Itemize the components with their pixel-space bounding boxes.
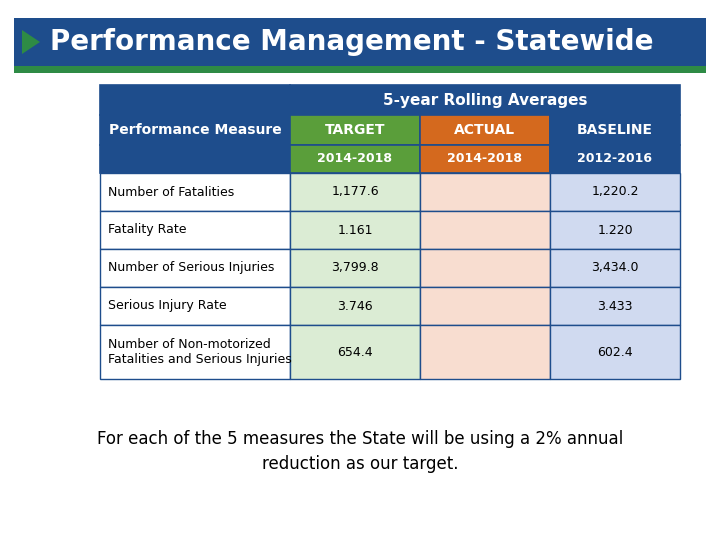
- Text: ACTUAL: ACTUAL: [454, 123, 516, 137]
- Bar: [420, 145, 550, 173]
- Text: 3,799.8: 3,799.8: [331, 261, 379, 274]
- Bar: [14, 18, 706, 66]
- Text: 3,434.0: 3,434.0: [591, 261, 639, 274]
- Text: Number of Serious Injuries: Number of Serious Injuries: [108, 261, 274, 274]
- Bar: [420, 287, 550, 325]
- Text: 2014-2018: 2014-2018: [318, 152, 392, 165]
- Bar: [290, 173, 420, 211]
- Bar: [420, 249, 550, 287]
- Bar: [14, 66, 706, 73]
- Text: 1,220.2: 1,220.2: [591, 186, 639, 199]
- Bar: [420, 211, 550, 249]
- Text: BASELINE: BASELINE: [577, 123, 653, 137]
- Polygon shape: [22, 30, 40, 54]
- Bar: [290, 249, 420, 287]
- Text: TARGET: TARGET: [325, 123, 385, 137]
- Bar: [100, 115, 290, 145]
- Bar: [290, 325, 420, 379]
- Bar: [290, 115, 420, 145]
- Bar: [550, 115, 680, 145]
- Bar: [290, 85, 680, 115]
- Bar: [550, 145, 680, 173]
- Bar: [100, 211, 290, 249]
- Text: Performance Management - Statewide: Performance Management - Statewide: [50, 28, 654, 56]
- Bar: [550, 325, 680, 379]
- Text: 1.220: 1.220: [597, 224, 633, 237]
- Bar: [100, 249, 290, 287]
- Text: Serious Injury Rate: Serious Injury Rate: [108, 300, 227, 313]
- Text: 3.746: 3.746: [337, 300, 373, 313]
- Bar: [100, 173, 290, 211]
- Text: 2012-2016: 2012-2016: [577, 152, 652, 165]
- Text: For each of the 5 measures the State will be using a 2% annual
reduction as our : For each of the 5 measures the State wil…: [97, 430, 623, 473]
- Text: 5-year Rolling Averages: 5-year Rolling Averages: [383, 92, 588, 107]
- Bar: [420, 325, 550, 379]
- Bar: [290, 287, 420, 325]
- Bar: [290, 145, 420, 173]
- Bar: [100, 145, 290, 173]
- Bar: [100, 325, 290, 379]
- Bar: [550, 287, 680, 325]
- Text: 654.4: 654.4: [337, 346, 373, 359]
- Text: 1,177.6: 1,177.6: [331, 186, 379, 199]
- Text: Number of Non-motorized
Fatalities and Serious Injuries: Number of Non-motorized Fatalities and S…: [108, 338, 292, 367]
- Bar: [290, 211, 420, 249]
- Text: 1.161: 1.161: [337, 224, 373, 237]
- Bar: [550, 211, 680, 249]
- Text: 602.4: 602.4: [597, 346, 633, 359]
- Text: Fatality Rate: Fatality Rate: [108, 224, 186, 237]
- Bar: [100, 287, 290, 325]
- Bar: [420, 115, 550, 145]
- Text: 3.433: 3.433: [598, 300, 633, 313]
- Bar: [100, 85, 290, 115]
- Bar: [550, 249, 680, 287]
- Text: Performance Measure: Performance Measure: [109, 123, 282, 137]
- Bar: [550, 173, 680, 211]
- Text: Number of Fatalities: Number of Fatalities: [108, 186, 234, 199]
- Text: 2014-2018: 2014-2018: [448, 152, 523, 165]
- Bar: [420, 173, 550, 211]
